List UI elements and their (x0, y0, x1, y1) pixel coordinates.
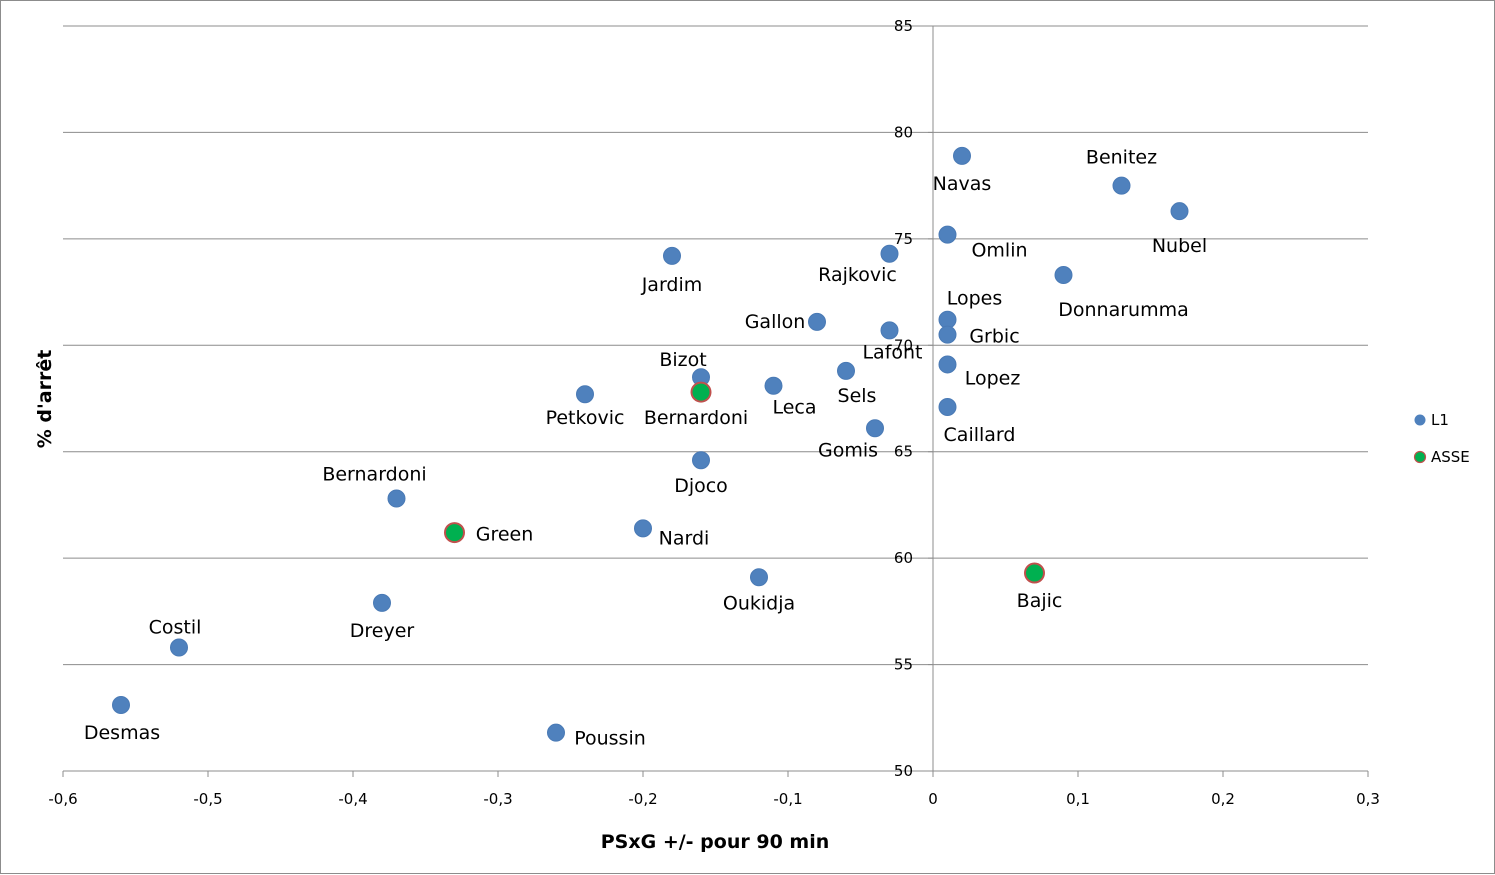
data-point-l1-djoco (692, 451, 710, 470)
x-tick-label: 0,2 (1211, 790, 1235, 808)
data-point-l1-leca (764, 376, 783, 395)
data-label-benitez: Benitez (1086, 147, 1157, 169)
data-point-l1-omlin (938, 225, 957, 244)
y-axis-title: % d'arrêt (34, 350, 56, 449)
legend-label-asse: ASSE (1431, 448, 1470, 466)
x-tick-label: -0,5 (193, 790, 222, 808)
data-label-navas: Navas (933, 173, 992, 195)
data-labels: Navas Benitez Nubel Omlin Rajkovic Jardim Donn… (84, 147, 1207, 750)
data-label-rajkovic: Rajkovic (818, 264, 897, 286)
data-point-l1-desmas (112, 696, 130, 715)
legend-marker-asse (1413, 450, 1427, 464)
data-point-l1-grbic (938, 325, 957, 344)
x-axis-title: PSxG +/- pour 90 min (601, 831, 830, 853)
data-points (112, 146, 1189, 742)
data-label-dreyer: Dreyer (350, 620, 415, 642)
data-label-leca: Leca (772, 397, 816, 419)
data-point-l1-oukidja (750, 568, 768, 587)
data-label-lopes: Lopes (947, 288, 1003, 310)
data-label-desmas: Desmas (84, 722, 160, 744)
data-label-bernardoni: Bernardoni (644, 407, 748, 429)
data-point-l1-sels (837, 361, 855, 380)
data-label-lafont: Lafont (862, 341, 922, 363)
data-label-bernardoni: Bernardoni (322, 464, 426, 486)
data-label-caillard: Caillard (944, 424, 1016, 446)
y-tick-label: 70 (894, 336, 913, 354)
legend: L1 ASSE (1413, 411, 1470, 466)
x-tick-label: -0,4 (338, 790, 367, 808)
data-point-l1-donnarumma (1054, 266, 1073, 285)
data-label-green: Green (476, 524, 534, 546)
data-point-l1-navas (953, 146, 971, 165)
data-point-asse-green (444, 522, 465, 544)
data-label-gomis: Gomis (818, 439, 878, 461)
data-label-nardi: Nardi (659, 527, 710, 549)
data-label-poussin: Poussin (574, 728, 646, 750)
legend-marker-l1 (1414, 414, 1426, 426)
data-label-costil: Costil (149, 617, 202, 639)
data-label-petkovic: Petkovic (546, 407, 625, 429)
data-label-oukidja: Oukidja (723, 592, 795, 614)
data-point-l1-nardi (634, 519, 652, 538)
data-point-l1-caillard (938, 398, 957, 417)
data-point-l1-jardim (663, 246, 681, 265)
data-point-l1-costil (170, 638, 188, 657)
legend-label-l1: L1 (1431, 411, 1449, 429)
data-label-omlin: Omlin (971, 240, 1027, 262)
data-point-asse-bajic (1024, 562, 1045, 584)
data-point-l1-gomis (866, 419, 884, 438)
x-tick-label: -0,1 (773, 790, 802, 808)
data-label-nubel: Nubel (1152, 235, 1207, 257)
data-point-l1-poussin (547, 723, 565, 742)
data-point-l1-rajkovic (880, 244, 899, 263)
x-tick-label: 0 (928, 790, 938, 808)
x-tick-label: -0,3 (483, 790, 512, 808)
data-label-bizot: Bizot (659, 349, 706, 371)
y-tick-label: 60 (894, 549, 913, 567)
data-point-l1-gallon (808, 312, 826, 331)
data-label-lopez: Lopez (965, 367, 1021, 389)
data-point-l1-benitez (1112, 176, 1131, 195)
x-tick-label: -0,2 (628, 790, 657, 808)
y-tick-label: 55 (894, 656, 913, 674)
data-point-asse-bernardoni (690, 381, 712, 403)
y-tick-label: 65 (894, 443, 913, 461)
y-tick-label: 80 (894, 123, 913, 141)
data-point-l1-petkovic (576, 385, 594, 404)
data-label-djoco: Djoco (674, 475, 728, 497)
data-point-l1-bernardoni (387, 489, 406, 508)
data-point-l1-dreyer (373, 593, 391, 612)
y-tick-label: 50 (894, 762, 913, 780)
data-label-gallon: Gallon (745, 311, 806, 333)
data-point-l1-lopez (938, 355, 957, 374)
x-tick-label: -0,6 (48, 790, 77, 808)
data-label-grbic: Grbic (969, 326, 1019, 348)
data-label-donnarumma: Donnarumma (1058, 299, 1189, 321)
data-label-sels: Sels (838, 385, 877, 407)
x-tick-label: 0,1 (1066, 790, 1090, 808)
axes (62, 25, 1369, 777)
data-point-l1-nubel (1170, 202, 1189, 221)
tick-labels: 50 55 60 65 70 75 80 85 -0,6 -0,5 -0,4 -0,3 -0,2 -0,1… (48, 17, 1380, 808)
y-tick-label: 85 (894, 17, 913, 35)
x-tick-label: 0,3 (1356, 790, 1380, 808)
data-label-jardim: Jardim (641, 274, 703, 296)
y-tick-label: 75 (894, 230, 913, 248)
data-point-l1-lafont (880, 321, 899, 340)
data-label-bajic: Bajic (1017, 590, 1063, 612)
gridlines (63, 25, 1368, 666)
